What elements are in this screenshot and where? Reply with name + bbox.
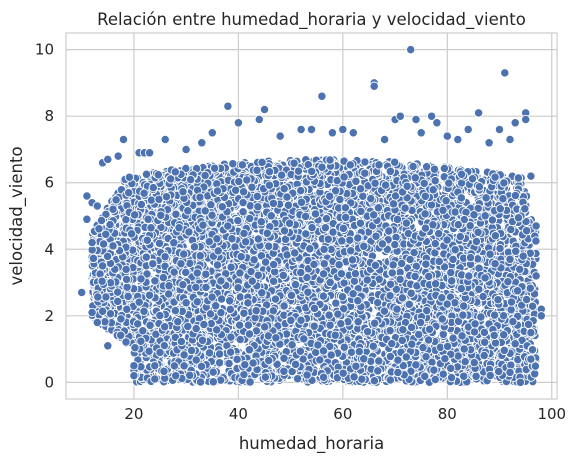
data-points [77, 44, 546, 388]
data-point [208, 367, 218, 377]
data-point [360, 157, 370, 167]
data-point [204, 348, 215, 358]
